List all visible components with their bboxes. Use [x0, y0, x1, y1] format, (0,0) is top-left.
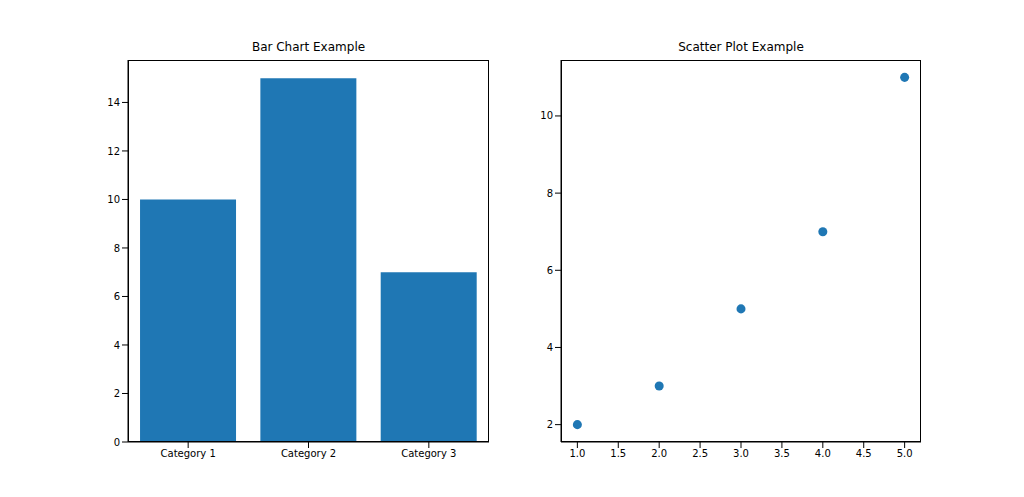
svg-text:8: 8 — [547, 188, 553, 199]
svg-text:6: 6 — [547, 265, 553, 276]
svg-text:12: 12 — [107, 146, 120, 157]
svg-text:2: 2 — [547, 419, 553, 430]
svg-text:Category 1: Category 1 — [161, 448, 216, 459]
svg-text:1.0: 1.0 — [569, 448, 585, 459]
svg-text:4.0: 4.0 — [815, 448, 831, 459]
svg-text:5.0: 5.0 — [897, 448, 913, 459]
svg-text:6: 6 — [114, 291, 120, 302]
svg-text:3.5: 3.5 — [774, 448, 790, 459]
svg-text:4.5: 4.5 — [856, 448, 872, 459]
svg-text:Category 3: Category 3 — [401, 448, 456, 459]
svg-text:14: 14 — [107, 97, 120, 108]
svg-text:1.5: 1.5 — [610, 448, 626, 459]
svg-text:0: 0 — [114, 437, 120, 448]
svg-text:3.0: 3.0 — [733, 448, 749, 459]
svg-text:10: 10 — [107, 194, 120, 205]
svg-text:10: 10 — [540, 110, 553, 121]
svg-text:2.0: 2.0 — [651, 448, 667, 459]
svg-text:4: 4 — [114, 340, 120, 351]
html-text:Bar Chart Example: Bar Chart Example — [251, 40, 366, 54]
svg-text:2.5: 2.5 — [692, 448, 708, 459]
svg-text:8: 8 — [114, 243, 120, 254]
svg-text:4: 4 — [547, 342, 553, 353]
html-text:Scatter Plot Example: Scatter Plot Example — [678, 40, 804, 54]
svg-text:2: 2 — [114, 388, 120, 399]
svg-text:Category 2: Category 2 — [281, 448, 336, 459]
